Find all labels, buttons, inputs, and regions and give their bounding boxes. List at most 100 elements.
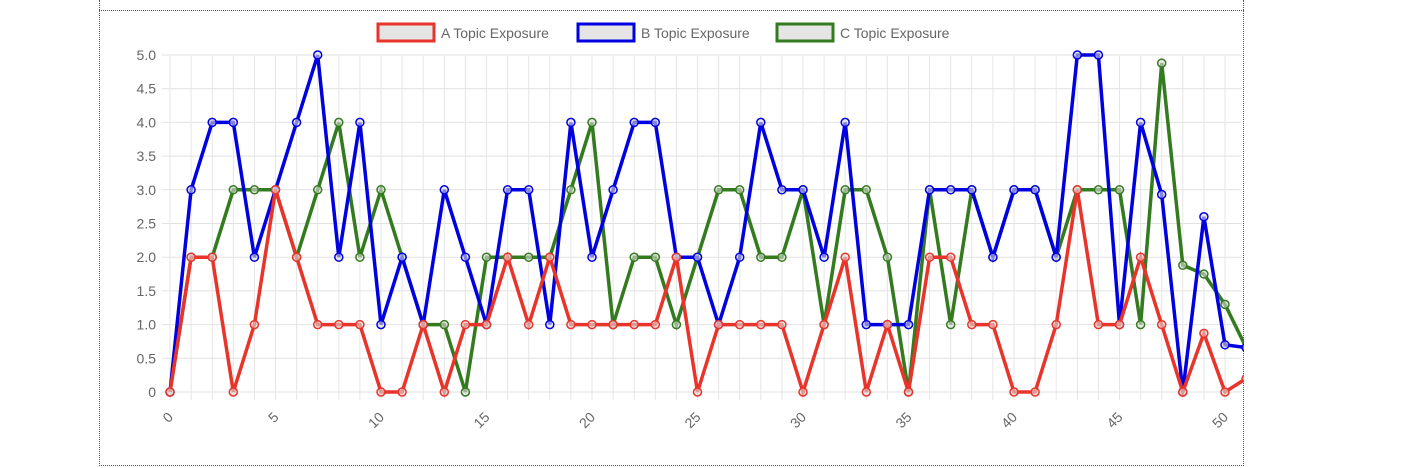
data-point[interactable]: [713, 319, 724, 330]
data-point[interactable]: [439, 387, 450, 397]
data-point[interactable]: [1220, 387, 1230, 397]
data-point[interactable]: [481, 252, 492, 262]
data-point[interactable]: [418, 319, 428, 330]
data-point[interactable]: [756, 252, 766, 262]
data-point[interactable]: [1051, 252, 1061, 262]
data-point[interactable]: [1135, 117, 1146, 128]
data-point[interactable]: [587, 319, 597, 330]
data-point[interactable]: [819, 252, 829, 262]
data-point[interactable]: [967, 319, 977, 330]
data-point[interactable]: [1114, 319, 1125, 330]
data-point[interactable]: [1135, 319, 1146, 330]
data-point[interactable]: [1072, 50, 1083, 60]
data-point[interactable]: [629, 117, 639, 128]
data-point[interactable]: [734, 185, 745, 195]
data-point[interactable]: [798, 387, 808, 397]
data-point[interactable]: [945, 252, 956, 262]
data-point[interactable]: [1156, 189, 1167, 200]
data-point[interactable]: [819, 319, 829, 330]
legend[interactable]: A Topic Exposure B Topic Exposure C Topic …: [376, 22, 950, 43]
data-point[interactable]: [777, 252, 787, 262]
data-point[interactable]: [439, 185, 450, 195]
data-point[interactable]: [629, 319, 639, 330]
data-point[interactable]: [1156, 319, 1167, 330]
data-point[interactable]: [334, 252, 344, 262]
data-point[interactable]: [924, 185, 935, 195]
data-point[interactable]: [1199, 269, 1209, 279]
data-point[interactable]: [1030, 387, 1040, 397]
data-point[interactable]: [882, 319, 893, 330]
data-point[interactable]: [523, 185, 534, 195]
data-point[interactable]: [334, 319, 344, 330]
data-point[interactable]: [566, 319, 576, 330]
data-point[interactable]: [988, 319, 998, 330]
data-point[interactable]: [1114, 185, 1125, 195]
data-point[interactable]: [945, 319, 956, 330]
data-point[interactable]: [734, 319, 745, 330]
data-point[interactable]: [545, 252, 555, 262]
data-point[interactable]: [1093, 50, 1104, 60]
data-point[interactable]: [355, 252, 365, 262]
data-point[interactable]: [587, 117, 597, 128]
data-point[interactable]: [376, 185, 386, 195]
data-point[interactable]: [249, 319, 260, 330]
data-point[interactable]: [650, 252, 661, 262]
legend-item-b[interactable]: B Topic Exposure: [576, 22, 750, 43]
data-point[interactable]: [840, 117, 850, 128]
data-point[interactable]: [756, 319, 766, 330]
data-point[interactable]: [1220, 299, 1230, 310]
legend-item-a[interactable]: A Topic Exposure: [376, 22, 549, 43]
data-point[interactable]: [1093, 319, 1104, 330]
data-point[interactable]: [460, 252, 471, 262]
data-point[interactable]: [608, 185, 618, 195]
data-point[interactable]: [1030, 185, 1040, 195]
data-point[interactable]: [1051, 319, 1061, 330]
data-point[interactable]: [988, 252, 998, 262]
data-point[interactable]: [671, 319, 682, 330]
data-point[interactable]: [228, 117, 239, 128]
data-point[interactable]: [861, 387, 872, 397]
data-point[interactable]: [798, 185, 808, 195]
data-point[interactable]: [945, 185, 956, 195]
data-point[interactable]: [1178, 387, 1188, 397]
data-point[interactable]: [777, 185, 787, 195]
data-point[interactable]: [439, 319, 450, 330]
data-point[interactable]: [397, 387, 407, 397]
data-point[interactable]: [1241, 343, 1250, 352]
data-point[interactable]: [840, 252, 850, 262]
data-point[interactable]: [1093, 185, 1104, 195]
data-point[interactable]: [967, 185, 977, 195]
data-point[interactable]: [882, 252, 893, 262]
data-point[interactable]: [1009, 185, 1019, 195]
data-point[interactable]: [165, 387, 175, 397]
data-point[interactable]: [650, 117, 661, 128]
data-point[interactable]: [270, 185, 281, 195]
data-point[interactable]: [1135, 252, 1146, 262]
legend-item-c[interactable]: C Topic Exposure: [775, 22, 950, 43]
data-point[interactable]: [903, 319, 914, 330]
data-point[interactable]: [756, 117, 766, 128]
data-point[interactable]: [291, 252, 302, 262]
data-point[interactable]: [249, 252, 260, 262]
data-point[interactable]: [903, 387, 914, 397]
data-point[interactable]: [460, 387, 471, 397]
data-point[interactable]: [523, 319, 534, 330]
data-point[interactable]: [608, 319, 618, 330]
data-point[interactable]: [502, 252, 513, 262]
data-point[interactable]: [312, 185, 323, 195]
data-point[interactable]: [228, 387, 239, 397]
data-point[interactable]: [502, 185, 513, 195]
data-point[interactable]: [566, 117, 576, 128]
data-point[interactable]: [1241, 374, 1250, 383]
data-point[interactable]: [629, 252, 639, 262]
data-point[interactable]: [545, 319, 555, 330]
data-point[interactable]: [734, 252, 745, 262]
data-point[interactable]: [671, 252, 682, 262]
data-point[interactable]: [481, 319, 492, 330]
data-point[interactable]: [692, 252, 703, 262]
data-point[interactable]: [334, 117, 344, 128]
data-point[interactable]: [355, 117, 365, 128]
data-point[interactable]: [777, 319, 787, 330]
data-point[interactable]: [566, 185, 576, 195]
data-point[interactable]: [587, 252, 597, 262]
